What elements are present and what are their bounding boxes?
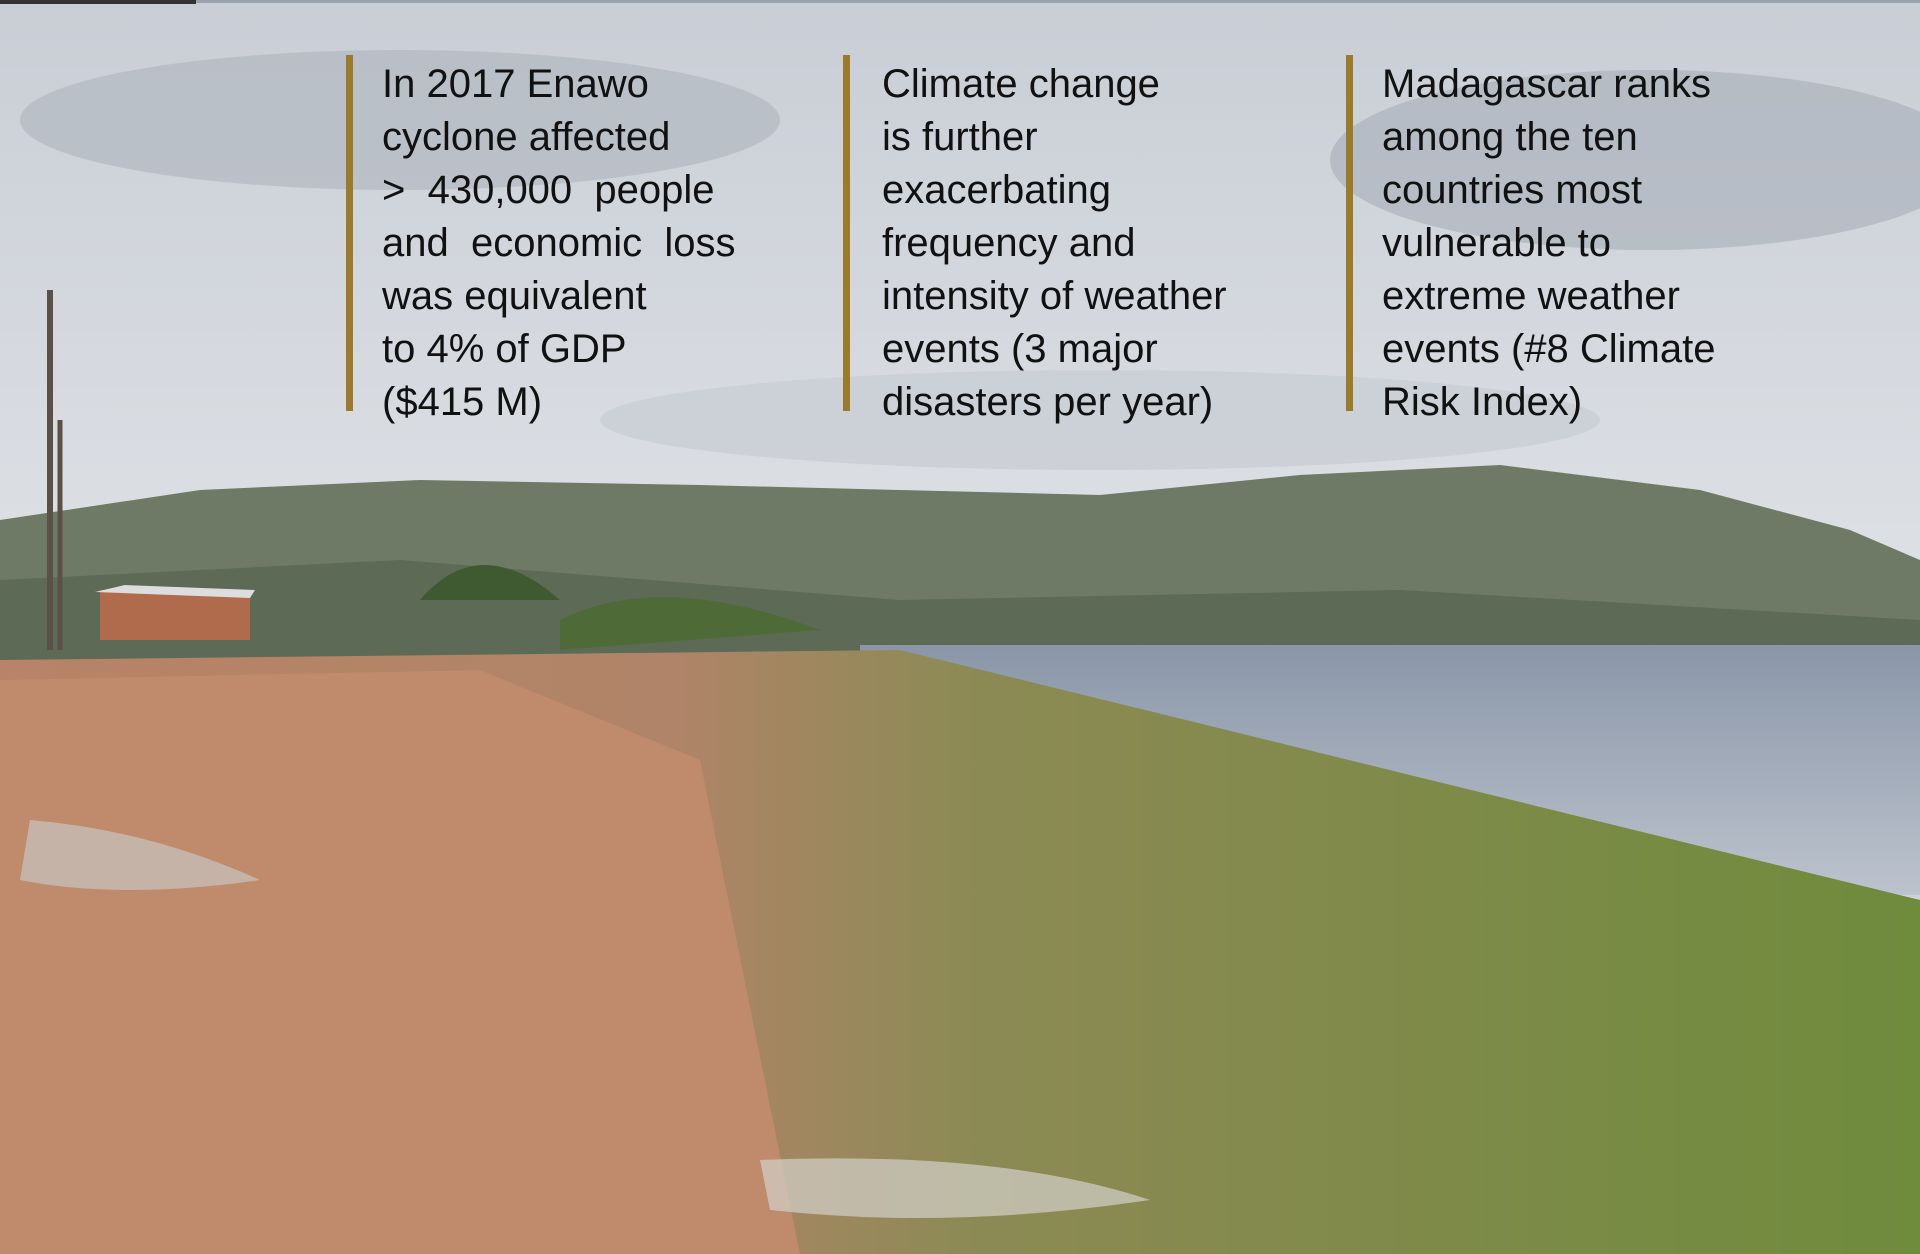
text-line: vulnerable to (1382, 217, 1715, 270)
accent-bar (843, 55, 850, 411)
text-line: frequency and (882, 217, 1227, 270)
slide: In 2017 Enawocyclone affected> 430,000 p… (0, 0, 1920, 1254)
text-line: In 2017 Enawo (382, 58, 736, 111)
text-line: events (#8 Climate (1382, 323, 1715, 376)
text-line: to 4% of GDP (382, 323, 736, 376)
text-line: Madagascar ranks (1382, 58, 1715, 111)
text-line: disasters per year) (882, 376, 1227, 429)
text-line: is further (882, 111, 1227, 164)
text-line: among the ten (1382, 111, 1715, 164)
text-line: intensity of weather (882, 270, 1227, 323)
text-line: ($415 M) (382, 376, 736, 429)
text-line: Risk Index) (1382, 376, 1715, 429)
text-line: and economic loss (382, 217, 736, 270)
text-line: exacerbating (882, 164, 1227, 217)
text-line: cyclone affected (382, 111, 736, 164)
accent-bar (346, 55, 353, 411)
text-line: Climate change (882, 58, 1227, 111)
accent-bar (1346, 55, 1353, 411)
text-line: > 430,000 people (382, 164, 736, 217)
text-line: events (3 major (882, 323, 1227, 376)
text-line: countries most (1382, 164, 1715, 217)
text-line: was equivalent (382, 270, 736, 323)
text-line: extreme weather (1382, 270, 1715, 323)
